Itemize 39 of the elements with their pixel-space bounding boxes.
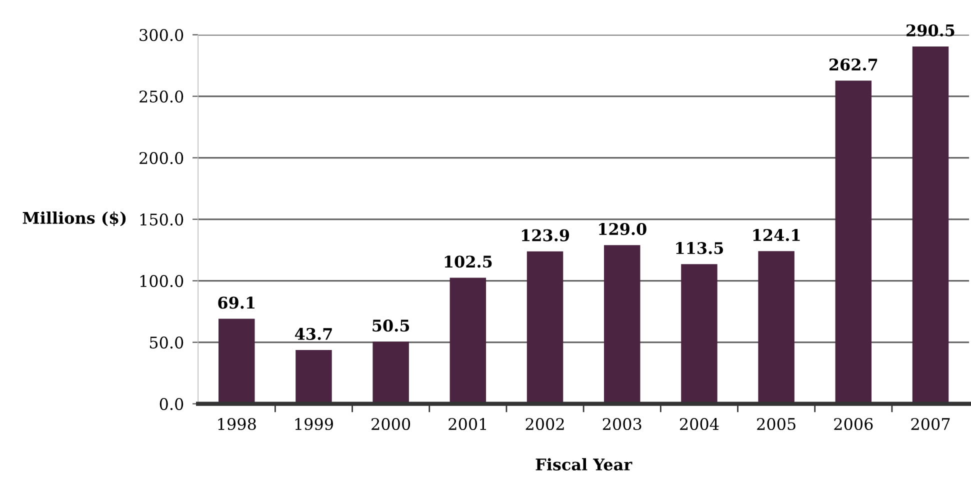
- data-label: 290.5: [906, 24, 954, 36]
- data-label: 43.7: [294, 328, 332, 340]
- x-tick-label: 1999: [295, 418, 333, 430]
- bar: [296, 350, 332, 404]
- y-tick-label: 200.0: [140, 152, 184, 164]
- bar: [526, 251, 564, 404]
- data-label: 124.1: [753, 229, 800, 242]
- y-tick-label: 100.0: [140, 275, 184, 288]
- bar: [450, 278, 486, 404]
- x-axis-title: Fiscal Year: [536, 458, 632, 470]
- bar: [218, 318, 255, 404]
- data-label: 123.9: [522, 229, 570, 242]
- x-tick-label: 2006: [834, 418, 873, 430]
- data-label: 102.5: [444, 256, 492, 268]
- data-label: 129.0: [599, 222, 646, 236]
- y-tick-label: 50.0: [150, 336, 184, 349]
- bar: [758, 251, 794, 404]
- bar: [604, 245, 640, 404]
- data-label: 113.5: [676, 242, 724, 254]
- x-tick-label: 2007: [911, 418, 950, 430]
- y-tick-label: 300.0: [140, 28, 184, 42]
- bar: [681, 264, 718, 404]
- bar: [372, 342, 409, 404]
- bar: [835, 80, 872, 404]
- x-tick-label: 2000: [372, 418, 410, 430]
- y-tick-label: 0.0: [160, 398, 184, 410]
- data-label: 69.1: [218, 296, 254, 309]
- y-tick-label: 250.0: [140, 90, 184, 103]
- x-tick-label: 1998: [218, 418, 256, 430]
- y-axis-title: Millions ($): [22, 212, 126, 226]
- x-tick-label: 2003: [602, 418, 642, 430]
- x-tick-label: 2001: [448, 418, 486, 430]
- x-tick-label: 2005: [757, 418, 796, 430]
- x-tick-label: 2004: [680, 418, 719, 430]
- y-tick-label: 150.0: [140, 213, 184, 226]
- x-tick-label: 2002: [526, 418, 564, 430]
- data-label: 50.5: [372, 320, 410, 332]
- data-label: 262.7: [829, 58, 878, 71]
- bar: [912, 46, 949, 404]
